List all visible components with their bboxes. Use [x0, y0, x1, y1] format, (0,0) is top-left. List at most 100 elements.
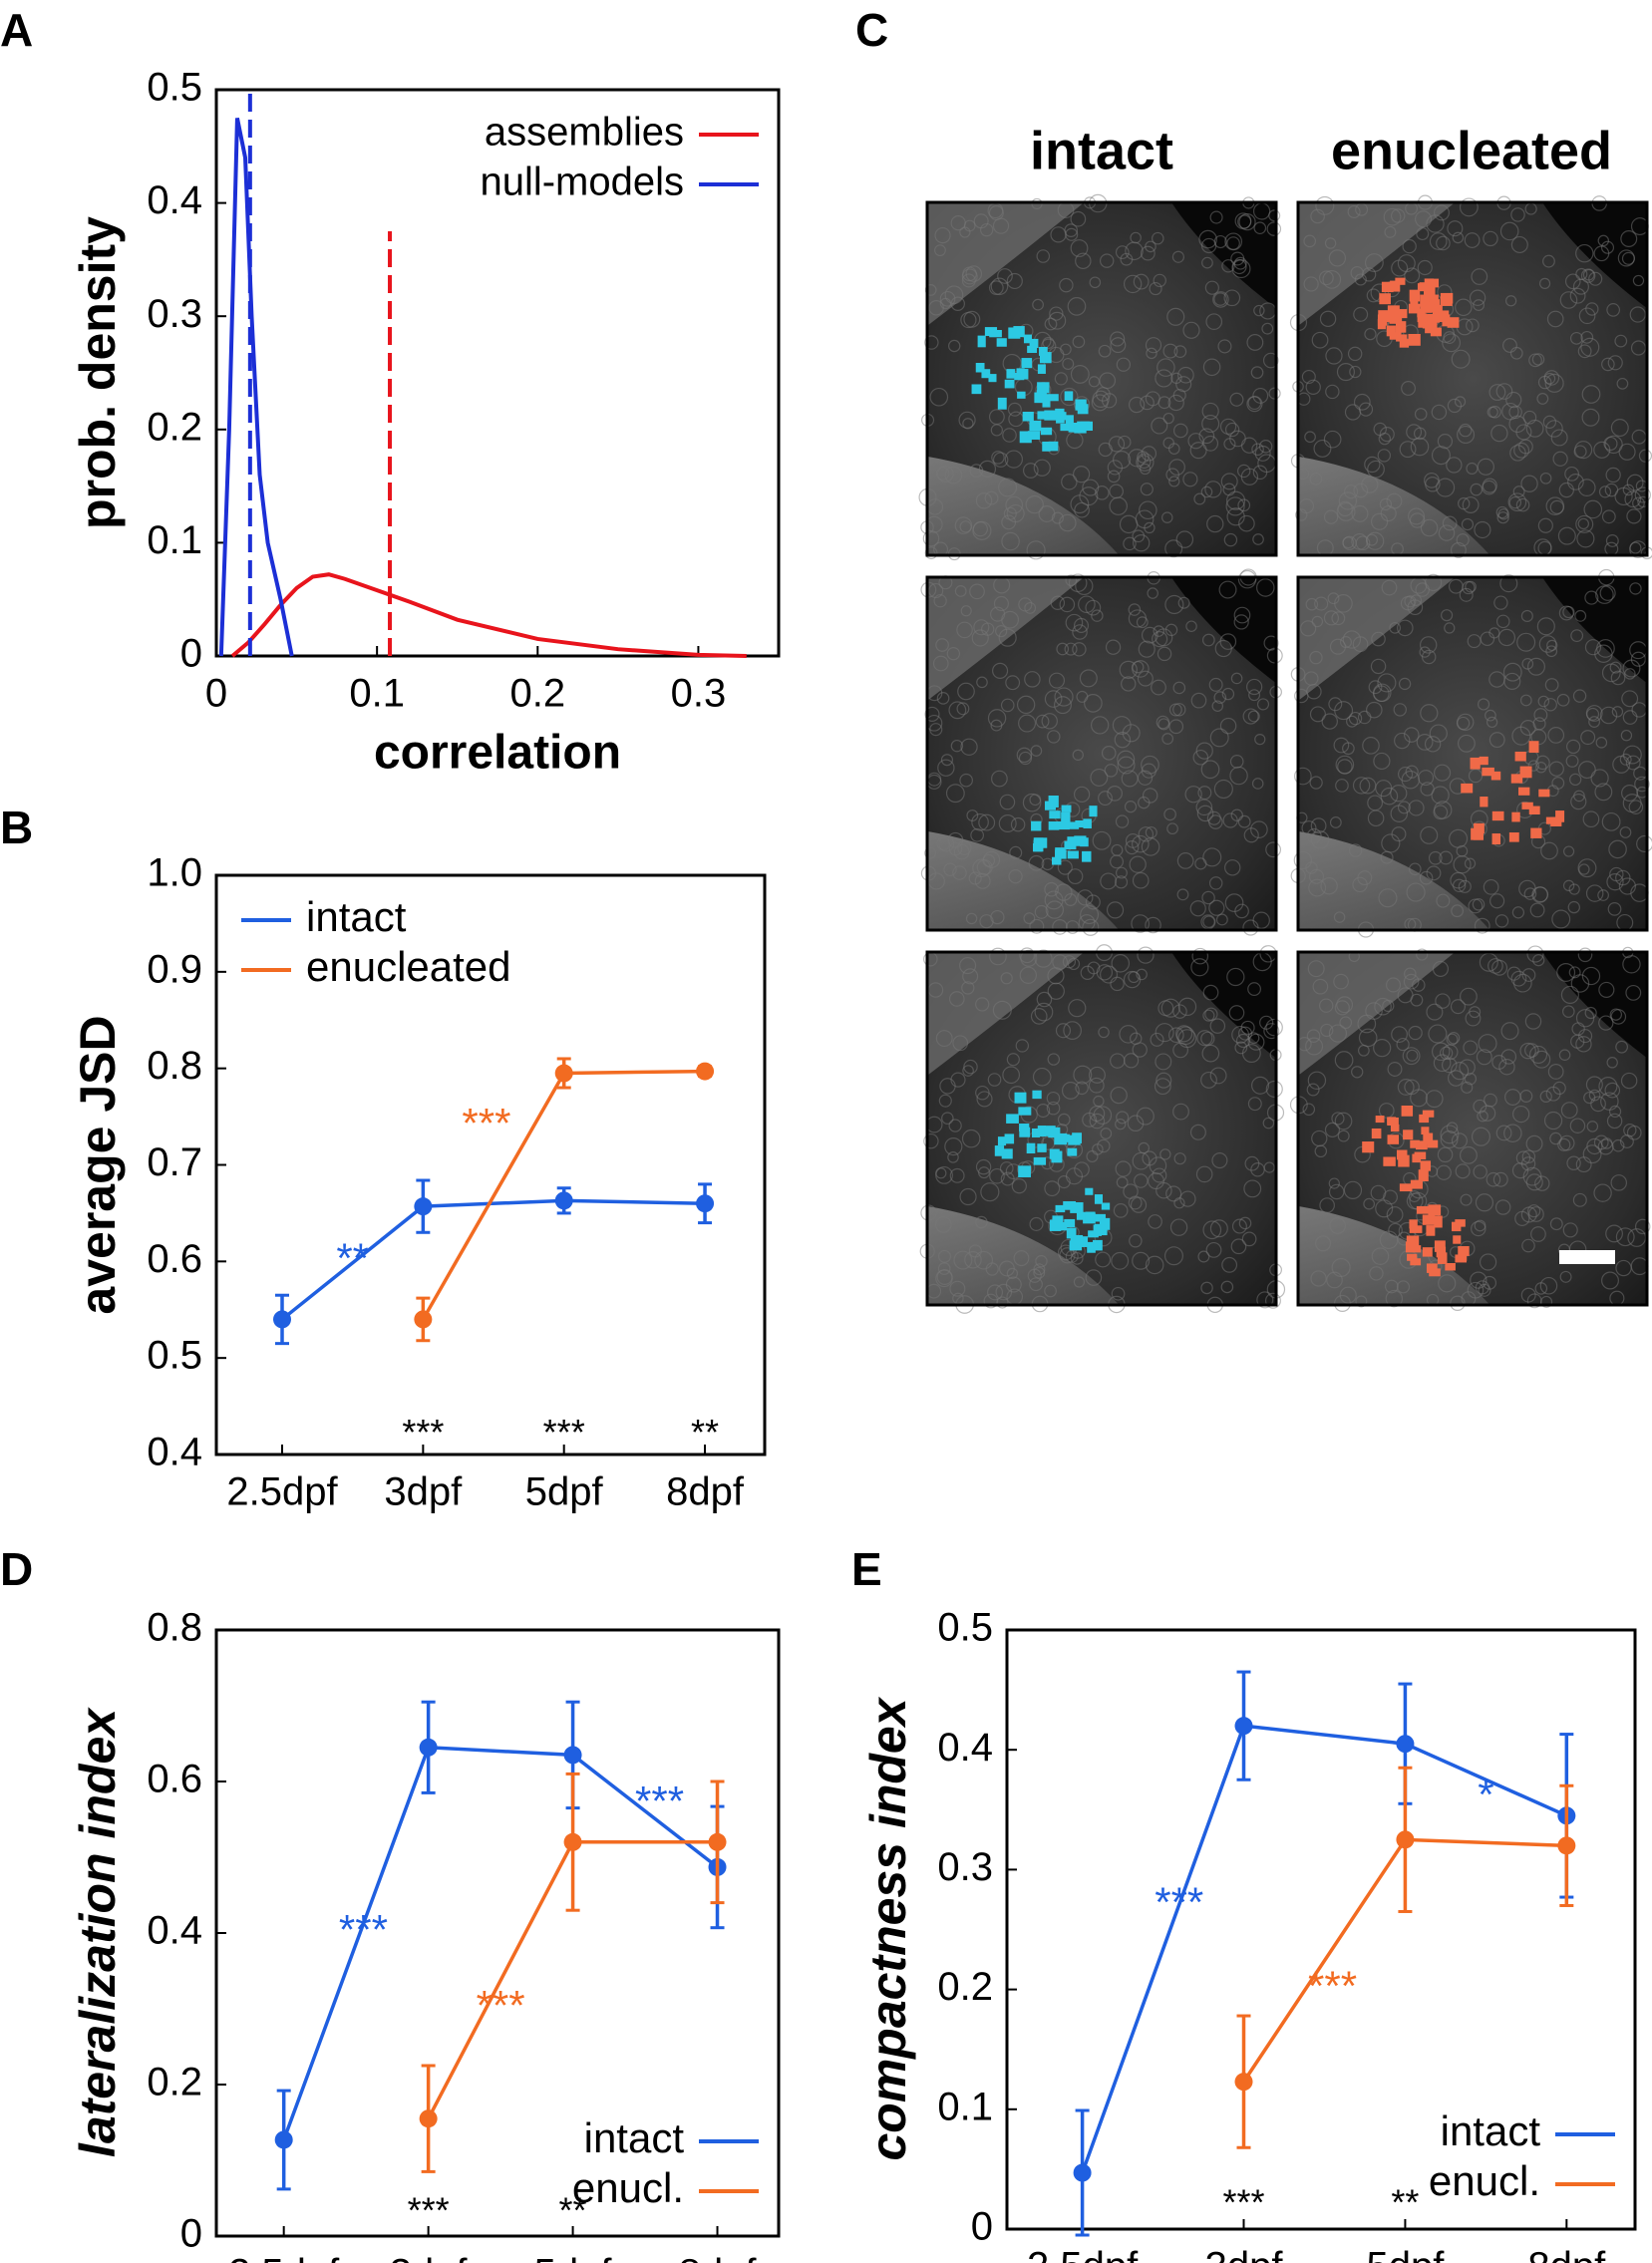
cell [1585, 884, 1604, 902]
data-point [563, 1746, 582, 1765]
cell [1604, 435, 1623, 455]
cell [1115, 814, 1130, 828]
cell [1455, 1163, 1471, 1179]
cell [1626, 508, 1642, 524]
cell [1504, 295, 1517, 307]
cell [1248, 689, 1261, 702]
cell [1230, 808, 1243, 821]
cell [1578, 1029, 1593, 1044]
assembly-cell [1422, 1247, 1433, 1257]
panel-label: B [0, 802, 33, 853]
cell [1378, 1103, 1395, 1119]
cell [1510, 207, 1525, 222]
assembly-cell [1390, 280, 1401, 292]
cell [1139, 500, 1157, 520]
cell [1161, 733, 1174, 745]
cell [1233, 614, 1249, 630]
cell [1544, 373, 1564, 393]
cell [1088, 1077, 1105, 1094]
cell [958, 411, 976, 429]
cell [1433, 805, 1449, 820]
cell [1064, 223, 1079, 237]
cell [1149, 281, 1162, 296]
cell [1429, 724, 1448, 743]
cell [1067, 957, 1081, 971]
assembly-cell [1052, 856, 1062, 865]
cell [974, 1250, 994, 1270]
y-tick-label: 1.0 [147, 851, 202, 895]
cell [1339, 1016, 1353, 1030]
cell [1171, 250, 1184, 263]
cell [962, 968, 979, 985]
cell [1172, 1103, 1189, 1121]
assembly-cell [1064, 840, 1077, 850]
cell [1478, 1034, 1497, 1054]
cell [1168, 719, 1184, 735]
cell [1124, 801, 1138, 813]
cell [1606, 1113, 1623, 1130]
assembly-cell [1021, 358, 1033, 369]
cell [1323, 610, 1340, 626]
cell [1600, 240, 1615, 254]
cell [935, 1269, 953, 1288]
assembly-cell [1434, 1240, 1446, 1252]
cell [1499, 221, 1519, 241]
cell [935, 1165, 953, 1184]
cell [1606, 303, 1621, 317]
cell [1551, 909, 1571, 929]
cell [1604, 483, 1619, 497]
cell [1545, 420, 1563, 438]
cell [1209, 1067, 1227, 1085]
cell [1145, 240, 1156, 253]
cell [1149, 1156, 1167, 1175]
cell [1521, 657, 1534, 670]
cell [1526, 1293, 1542, 1309]
cell [1190, 692, 1207, 709]
cell [1575, 514, 1594, 533]
series-line [218, 118, 294, 657]
cell [1601, 811, 1621, 831]
cell [1494, 914, 1509, 928]
cell [1057, 1175, 1071, 1189]
cell [1493, 595, 1508, 610]
cell [1595, 585, 1614, 604]
cell [1520, 609, 1533, 622]
cell [1500, 1022, 1519, 1041]
cell [1137, 455, 1152, 470]
cell [981, 622, 995, 636]
cell [1323, 509, 1339, 524]
cell [965, 265, 983, 282]
assembly-cell [1455, 1254, 1468, 1263]
cell [962, 266, 977, 282]
x-tick-label: 0.3 [671, 672, 727, 716]
cell [1582, 810, 1600, 828]
cell [1335, 779, 1349, 793]
cell [1397, 801, 1411, 814]
data-point [419, 1738, 438, 1757]
cell [1577, 344, 1592, 359]
cell [1530, 1226, 1546, 1242]
cell [1410, 437, 1430, 457]
cell [1085, 894, 1101, 910]
cell [1386, 1206, 1404, 1223]
cell [961, 268, 978, 285]
image-bright [927, 577, 1085, 701]
x-tick-label: 0 [205, 672, 227, 716]
cell [1169, 1218, 1188, 1236]
assembly-cell [981, 369, 991, 379]
assembly-cell [1059, 1133, 1070, 1142]
data-point [1396, 1830, 1415, 1849]
cell [1104, 764, 1119, 778]
cell [1498, 1059, 1515, 1076]
cell [1438, 1274, 1457, 1293]
cell [1397, 766, 1414, 783]
cell [1137, 670, 1154, 687]
assembly-cell [1004, 379, 1015, 389]
cell [1569, 1118, 1586, 1133]
cell [1212, 291, 1229, 308]
assembly-cell [1042, 441, 1051, 452]
cell [1230, 672, 1243, 685]
cell [1475, 1193, 1494, 1212]
assembly-cell [1417, 308, 1426, 318]
cell [1406, 1049, 1419, 1062]
